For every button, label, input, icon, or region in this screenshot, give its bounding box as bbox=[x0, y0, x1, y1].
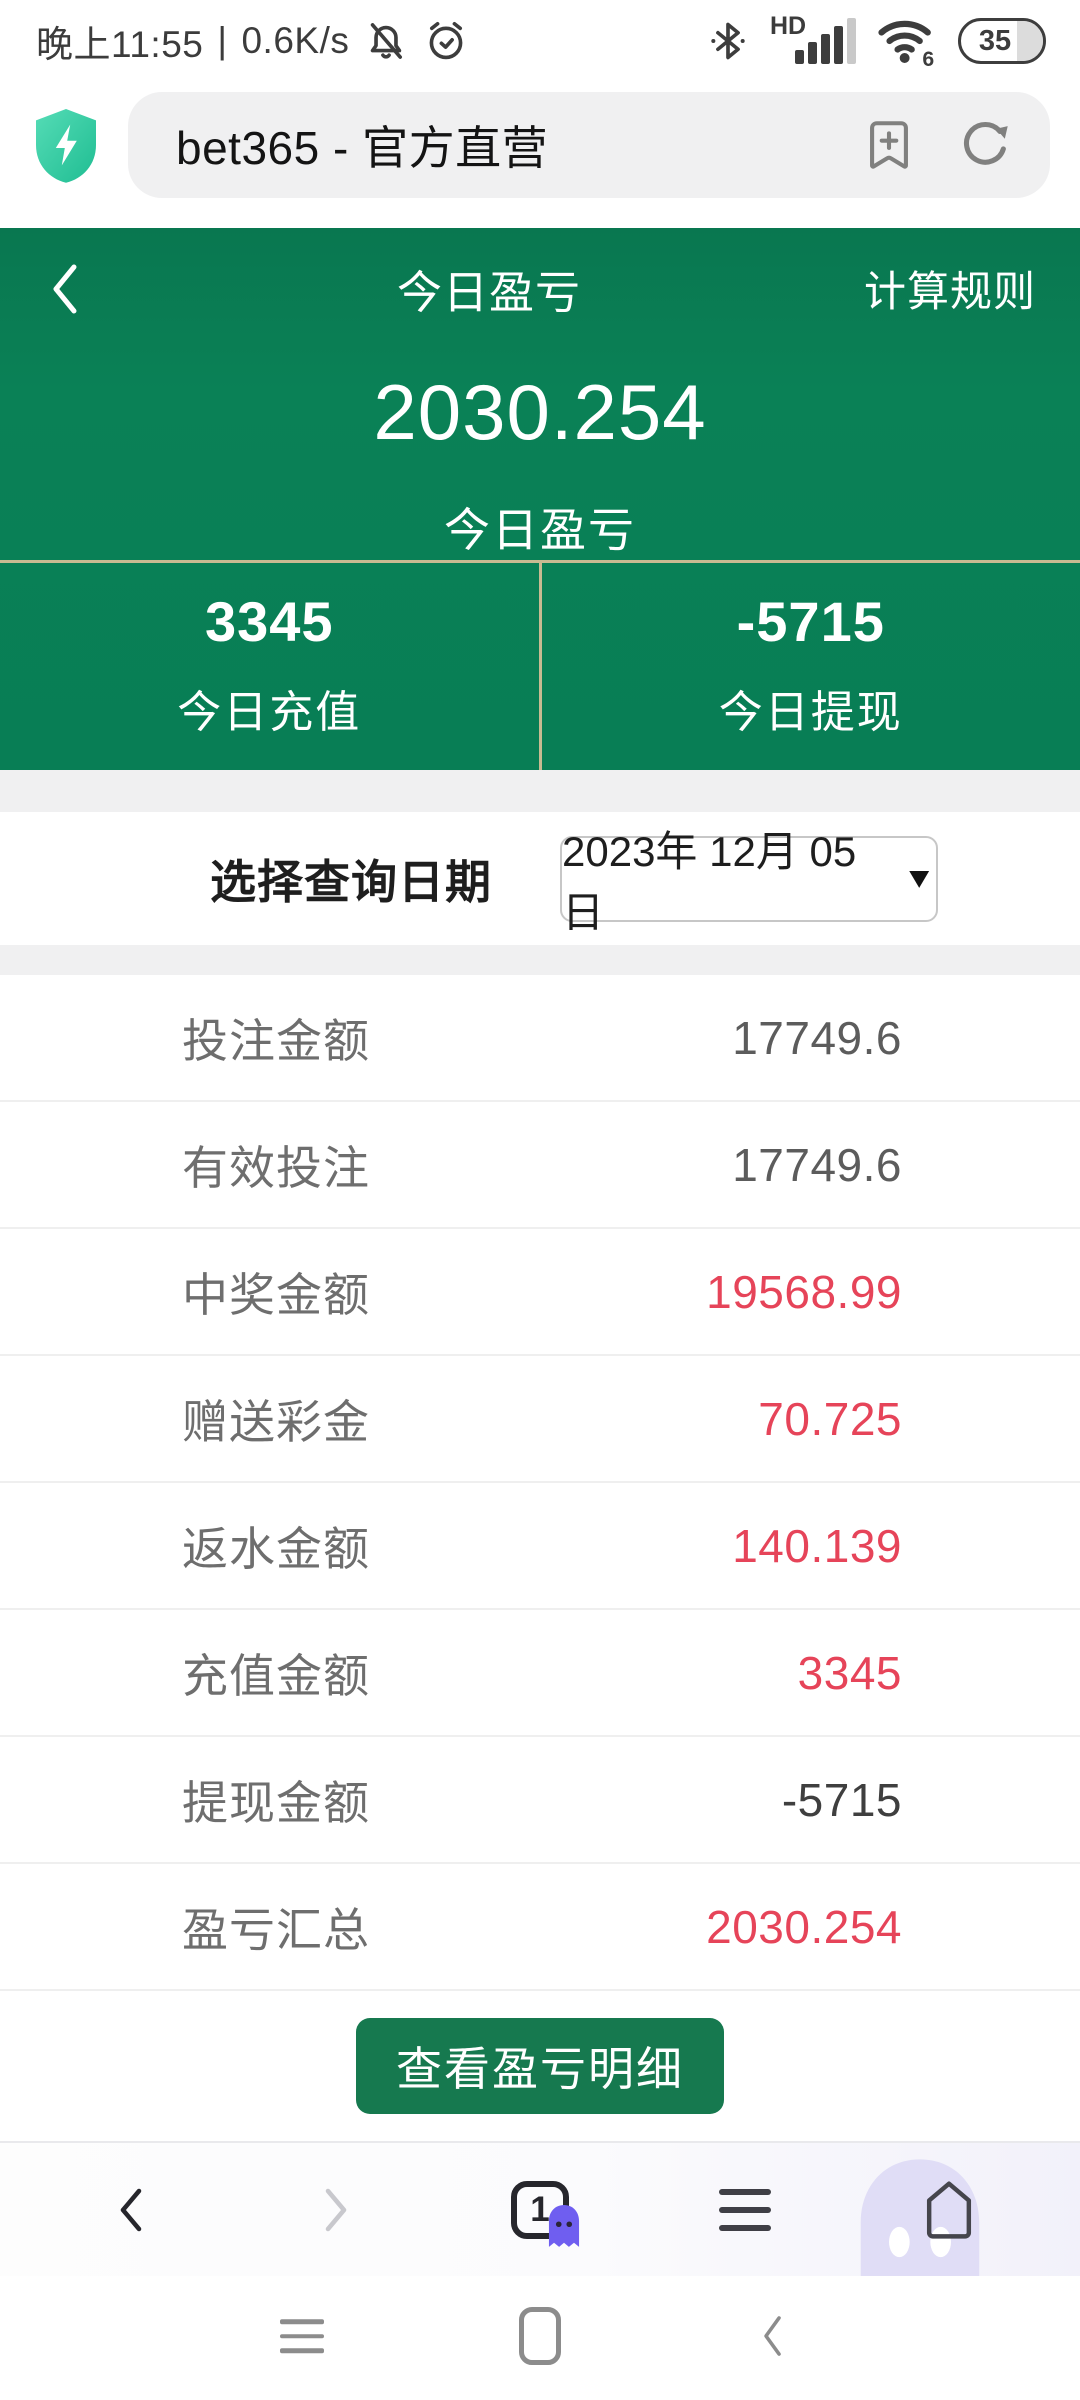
row-label: 提现金额 bbox=[182, 1776, 370, 1829]
home-icon[interactable] bbox=[914, 2165, 984, 2255]
tabs-icon[interactable]: 1 bbox=[505, 2165, 580, 2255]
row-label: 投注金额 bbox=[182, 1014, 370, 1067]
alarm-icon bbox=[423, 18, 469, 64]
today-withdraw-value: -5715 bbox=[736, 590, 885, 653]
url-text[interactable]: bet365 - 官方直营 bbox=[176, 122, 549, 174]
table-row-deposit: 充值金额 3345 bbox=[0, 1610, 1080, 1737]
today-deposit-stat: 3345 今日充值 bbox=[0, 563, 539, 770]
today-profit-label: 今日盈亏 bbox=[444, 504, 636, 556]
today-deposit-value: 3345 bbox=[204, 590, 334, 653]
nav-back-icon[interactable] bbox=[758, 2312, 786, 2360]
url-input[interactable]: bet365 - 官方直营 bbox=[128, 92, 1050, 198]
status-separator: | bbox=[217, 20, 228, 61]
table-row-withdraw: 提现金额 -5715 bbox=[0, 1737, 1080, 1864]
bookmark-add-icon[interactable] bbox=[860, 116, 918, 174]
today-profit-amount: 2030.254 bbox=[373, 368, 707, 456]
nav-home-icon[interactable] bbox=[519, 2307, 561, 2365]
calc-rules-link[interactable]: 计算规则 bbox=[863, 268, 1036, 315]
signal-bars: HD bbox=[770, 12, 856, 68]
back-icon[interactable] bbox=[44, 259, 114, 319]
browser-back-icon[interactable] bbox=[96, 2165, 166, 2255]
nav-menu-icon[interactable] bbox=[280, 2319, 325, 2353]
today-withdraw-stat: -5715 今日提现 bbox=[538, 563, 1080, 770]
table-row-valid-bet: 有效投注 17749.6 bbox=[0, 1102, 1080, 1229]
row-value: 140.139 bbox=[732, 1519, 902, 1572]
system-nav-bar bbox=[0, 2276, 1080, 2396]
tab-count: 1 bbox=[530, 2189, 550, 2229]
row-label: 赠送彩金 bbox=[182, 1395, 370, 1448]
profit-hero-panel: 今日盈亏 计算规则 2030.254 今日盈亏 3345 今日充值 -5715 … bbox=[0, 228, 1080, 770]
row-label: 有效投注 bbox=[182, 1141, 370, 1194]
status-time: 晚上11:55 bbox=[36, 24, 204, 65]
summary-list: 投注金额 17749.6 有效投注 17749.6 中奖金额 19568.99 … bbox=[0, 975, 1080, 1991]
wifi-icon: 6 bbox=[876, 15, 938, 67]
table-row-win-amount: 中奖金额 19568.99 bbox=[0, 1229, 1080, 1356]
section-divider bbox=[0, 770, 1080, 812]
today-withdraw-label: 今日提现 bbox=[718, 688, 903, 737]
row-value: 17749.6 bbox=[732, 1138, 902, 1191]
shield-lightning-icon[interactable] bbox=[30, 106, 102, 184]
today-deposit-label: 今日充值 bbox=[177, 688, 362, 737]
browser-url-bar: bet365 - 官方直营 bbox=[0, 76, 1080, 228]
browser-menu-icon[interactable] bbox=[710, 2165, 780, 2255]
row-value: 2030.254 bbox=[706, 1900, 902, 1953]
row-label: 盈亏汇总 bbox=[182, 1903, 370, 1956]
row-label: 充值金额 bbox=[182, 1649, 370, 1702]
status-bar: 晚上11:55 | 0.6K/s bbox=[0, 0, 1080, 76]
date-select[interactable]: 2023年 12月 05日 ▼ bbox=[560, 828, 938, 936]
table-row-bonus: 赠送彩金 70.725 bbox=[0, 1356, 1080, 1483]
date-picker-row: 选择查询日期 2023年 12月 05日 ▼ bbox=[0, 812, 1080, 945]
table-row-total: 盈亏汇总 2030.254 bbox=[0, 1864, 1080, 1991]
bluetooth-icon bbox=[706, 17, 750, 65]
browser-forward-icon[interactable] bbox=[301, 2165, 371, 2255]
date-select-value: 2023年 12月 05日 bbox=[562, 827, 857, 936]
section-divider bbox=[0, 945, 1080, 975]
table-row-bet-amount: 投注金额 17749.6 bbox=[0, 975, 1080, 1102]
button-area: 查看盈亏明细 bbox=[0, 1991, 1080, 2141]
row-value: -5715 bbox=[781, 1773, 902, 1826]
hero-stats: 3345 今日充值 -5715 今日提现 bbox=[0, 560, 1080, 770]
svg-text:6: 6 bbox=[922, 47, 934, 67]
battery-level: 35 bbox=[978, 24, 1012, 57]
battery: 35 bbox=[958, 18, 1046, 64]
bell-muted-icon bbox=[363, 18, 409, 64]
browser-toolbar: 1 bbox=[0, 2141, 1080, 2276]
view-profit-detail-button[interactable]: 查看盈亏明细 bbox=[356, 2018, 724, 2114]
row-label: 中奖金额 bbox=[182, 1268, 370, 1321]
row-value: 19568.99 bbox=[706, 1265, 902, 1318]
tab-ghost-badge bbox=[543, 2202, 585, 2255]
row-value: 3345 bbox=[797, 1646, 902, 1699]
row-value: 70.725 bbox=[758, 1392, 902, 1445]
reload-icon[interactable] bbox=[956, 116, 1014, 174]
signal-hd-label: HD bbox=[770, 12, 807, 40]
date-picker-label: 选择查询日期 bbox=[210, 855, 492, 908]
row-label: 返水金额 bbox=[182, 1522, 370, 1575]
table-row-rebate: 返水金额 140.139 bbox=[0, 1483, 1080, 1610]
status-net-speed: 0.6K/s bbox=[241, 20, 350, 61]
page-title: 今日盈亏 bbox=[396, 267, 581, 318]
row-value: 17749.6 bbox=[732, 1011, 902, 1064]
chevron-down-icon: ▼ bbox=[902, 861, 936, 895]
